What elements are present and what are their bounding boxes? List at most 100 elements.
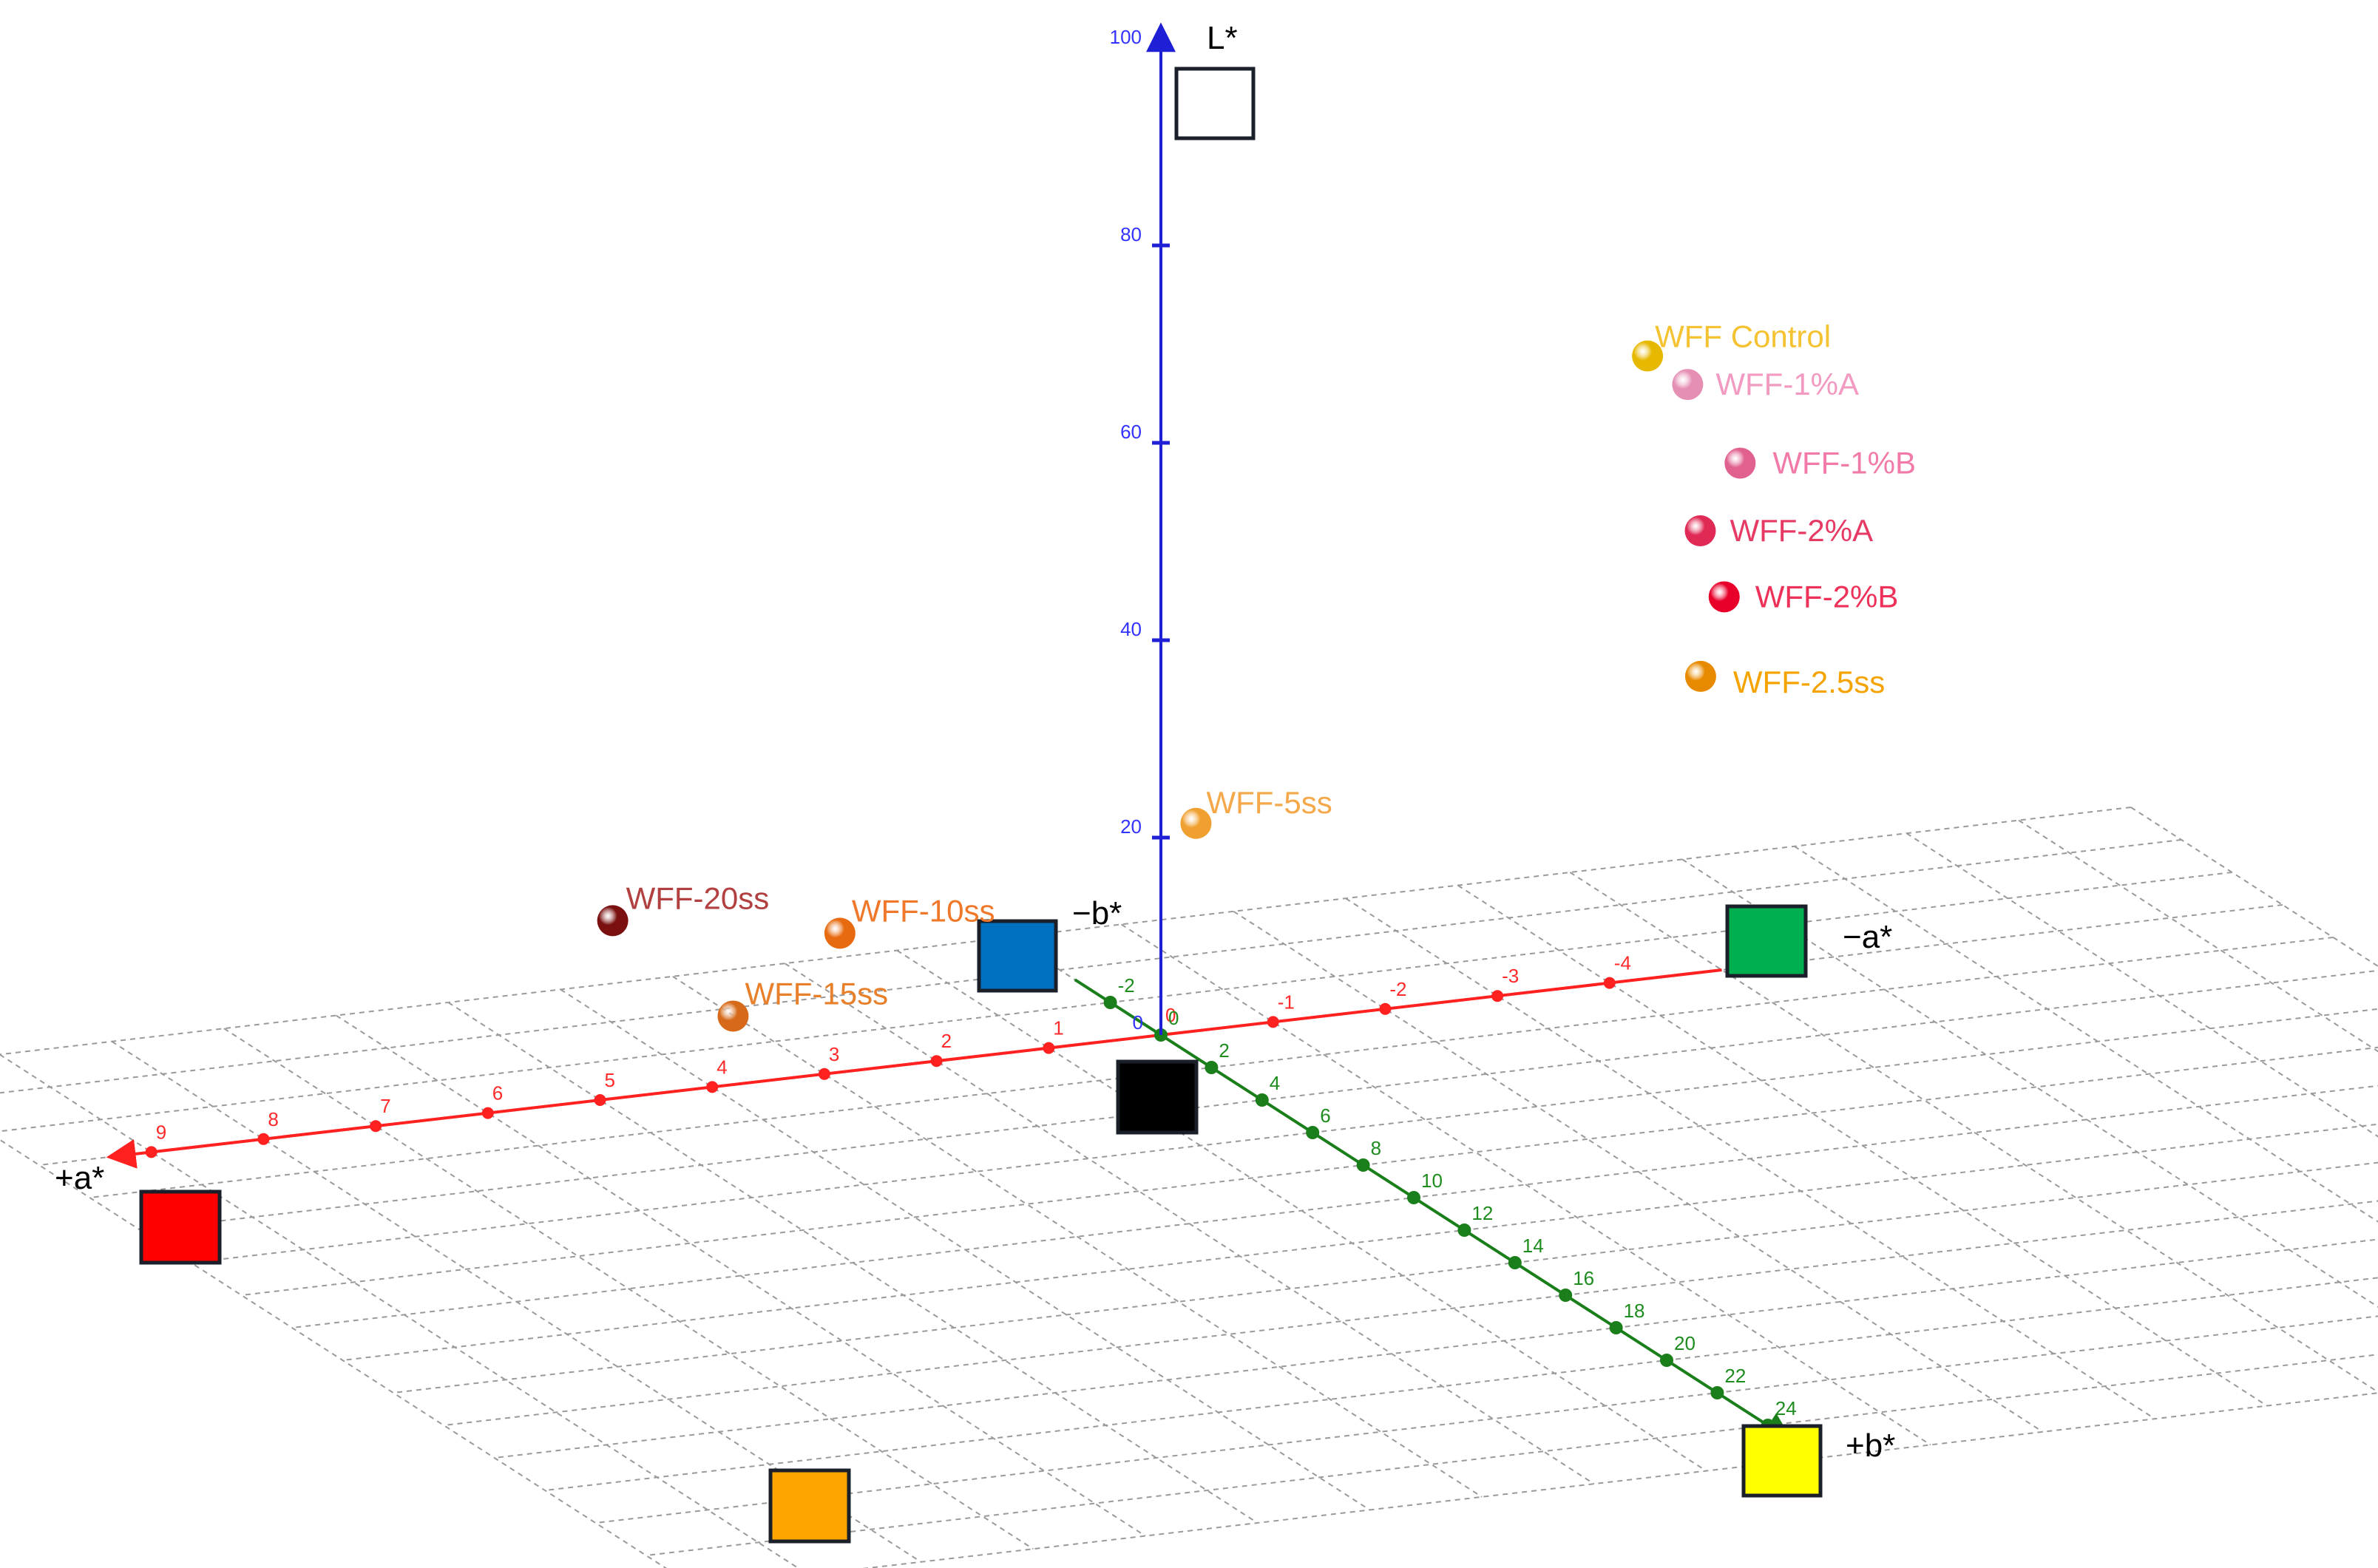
data-point-label: WFF-1%A (1715, 367, 1859, 401)
grid-line-b (241, 1046, 2378, 1296)
a-axis-tick-label: 3 (829, 1043, 839, 1065)
a-axis-tick-label: -4 (1614, 952, 1631, 974)
data-point-label: WFF-2%B (1755, 579, 1899, 614)
grid-line-b (494, 1238, 2378, 1459)
axis-label-pos-a: +a* (55, 1160, 104, 1196)
grid-line-a (672, 975, 1483, 1498)
a-axis-tick (1267, 1016, 1279, 1028)
data-point-label: WFF-2%A (1730, 513, 1873, 548)
b-axis-tick-label: 6 (1320, 1104, 1330, 1127)
data-point (1684, 660, 1716, 692)
axes: -4-3-2-10123456789-202468101214161820222… (106, 22, 1797, 1442)
b-axis-tick (1255, 1093, 1269, 1107)
L-axis-tick-label: 60 (1120, 421, 1142, 443)
grid-line-b (191, 1008, 2378, 1263)
a-axis-tick-label: -3 (1502, 965, 1519, 987)
a-axis-tick (818, 1068, 830, 1080)
black-swatch (1116, 1059, 1199, 1135)
b-axis-tick (1407, 1191, 1420, 1204)
b-axis-line (1074, 978, 1793, 1442)
a-axis-tick (257, 1133, 270, 1145)
a-axis-tick-label: -1 (1278, 991, 1295, 1013)
L-axis-tick-label: 100 (1110, 26, 1142, 48)
b-axis-tick (1356, 1158, 1370, 1172)
data-point-label: WFF-20ss (626, 880, 770, 915)
orange-swatch (768, 1468, 851, 1544)
grid-line-a (784, 963, 1595, 1485)
b-axis-tick-label: 0 (1168, 1007, 1179, 1029)
grid-line-b (0, 839, 2182, 1094)
grid-line-b (342, 1123, 2378, 1361)
a-axis-tick-label: 8 (268, 1108, 278, 1130)
b-axis-tick (1710, 1386, 1724, 1399)
grid-line-b (444, 1200, 2378, 1426)
a-axis-tick-label: -2 (1389, 978, 1406, 1000)
data-point-label: WFF-2.5ss (1733, 665, 1885, 699)
data-point-label: WFF-5ss (1206, 785, 1332, 820)
grid-line-a (1569, 872, 2378, 1394)
grid-line-a (0, 1138, 668, 1568)
b-axis-tick-label: 12 (1471, 1202, 1493, 1224)
b-axis-tick-label: 20 (1674, 1332, 1696, 1354)
b-axis-tick-label: -2 (1118, 974, 1135, 997)
grid-line-b (393, 1161, 2378, 1394)
axis-labels: L* −b* −a* +a* +b* (55, 20, 1895, 1464)
data-points: WFF Control WFF-1%A WFF-1%B WFF-2%A WFF-2%B W… (597, 319, 1916, 1032)
b-axis-tick-label: 2 (1219, 1039, 1229, 1062)
a-axis-tick-label: 0 (1165, 1004, 1176, 1026)
blue-swatch (977, 919, 1058, 993)
origin-label: 0 (1133, 1011, 1143, 1034)
b-axis-tick-label: 4 (1270, 1072, 1280, 1094)
b-axis-tick-label: 24 (1775, 1397, 1797, 1419)
a-axis-tick-label: 9 (156, 1121, 166, 1143)
b-axis-tick (1457, 1223, 1471, 1237)
grid-line-b (595, 1315, 2378, 1524)
grid-line-a (223, 1028, 1034, 1550)
data-point (1672, 369, 1704, 401)
a-axis-tick-label: 4 (717, 1056, 727, 1078)
b-axis-tick (1508, 1256, 1522, 1269)
a-axis-tick (1603, 977, 1616, 989)
b-axis-tick (1103, 996, 1117, 1009)
a-axis-tick (1491, 990, 1504, 1002)
grid-line-a (0, 1053, 800, 1568)
axis-label-neg-b: −b* (1072, 895, 1122, 931)
b-axis-tick (1660, 1354, 1673, 1367)
data-point (1724, 447, 1756, 479)
a-axis-line (106, 968, 1722, 1169)
b-axis-tick (1306, 1126, 1320, 1139)
L-axis-tick-label: 20 (1120, 815, 1142, 838)
a-axis-tick (594, 1094, 606, 1106)
data-point-label: WFF-15ss (745, 976, 888, 1011)
data-point-label: WFF-1%B (1772, 445, 1916, 480)
a-axis-tick-label: 6 (492, 1082, 503, 1104)
a-axis-tick (370, 1120, 382, 1133)
red-swatch (139, 1189, 222, 1265)
axis-label-pos-b: +b* (1846, 1428, 1895, 1464)
grid-line-a (1120, 923, 1931, 1446)
b-axis-tick (1205, 1061, 1219, 1074)
grid-line-a (336, 1014, 1146, 1537)
data-point (1180, 807, 1212, 839)
data-point (824, 917, 856, 949)
reference-swatches (139, 67, 1823, 1544)
data-point-label: WFF Control (1655, 319, 1831, 354)
L-axis-tick-label: 80 (1120, 223, 1142, 245)
b-axis-tick-label: 16 (1573, 1267, 1594, 1289)
data-point (717, 1000, 749, 1032)
b-axis-tick-label: 18 (1624, 1300, 1645, 1322)
a-axis-tick-label: 5 (605, 1069, 615, 1091)
data-point (1708, 581, 1740, 613)
b-axis-tick-label: 14 (1522, 1235, 1544, 1257)
data-point (1632, 340, 1664, 372)
grid-line-a (1233, 910, 2044, 1433)
b-axis-tick-label: 8 (1371, 1137, 1381, 1159)
white-swatch (1174, 67, 1256, 140)
a-axis-tick (145, 1146, 157, 1158)
grid-line-b (291, 1085, 2378, 1328)
a-axis-tick-label: 1 (1053, 1017, 1063, 1039)
b-axis-tick-label: 10 (1421, 1170, 1443, 1192)
a-axis-tick-label: 2 (941, 1030, 952, 1052)
grid-line-a (1681, 858, 2378, 1308)
